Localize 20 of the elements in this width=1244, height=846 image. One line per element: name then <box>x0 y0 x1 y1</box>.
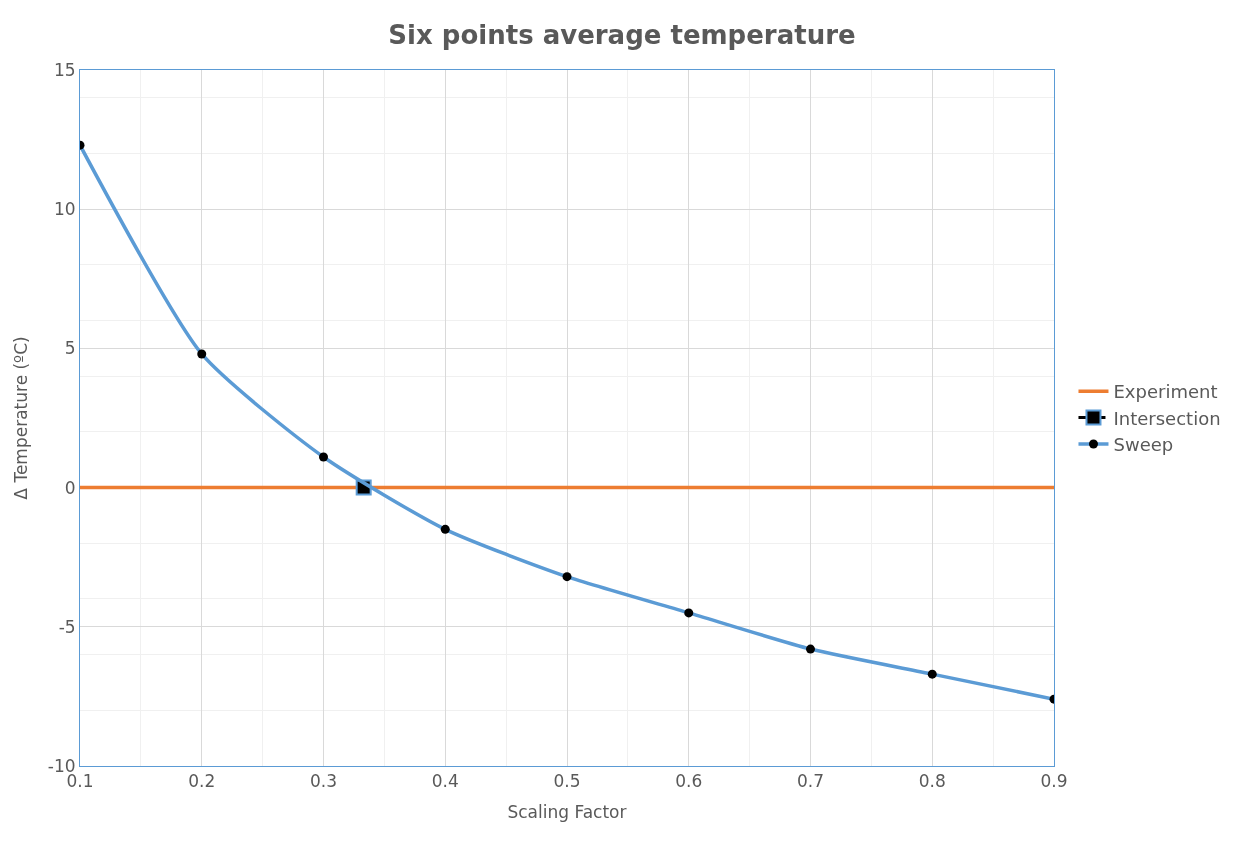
y-axis-title: Δ Temperature (ºC) <box>11 336 32 500</box>
legend-label: Intersection <box>1113 407 1221 429</box>
y-tick-label: 10 <box>53 199 76 220</box>
y-tick-label: -5 <box>58 616 76 637</box>
y-tick-label: 5 <box>64 338 76 359</box>
x-tick-label: 0.9 <box>1040 771 1068 792</box>
x-tick-label: 0.2 <box>188 771 216 792</box>
x-tick-label: 0.1 <box>66 771 94 792</box>
x-axis-title: Scaling Factor <box>507 801 627 822</box>
legend-label: Experiment <box>1113 381 1218 403</box>
legend-label: Sweep <box>1113 434 1174 456</box>
y-tick-label: 0 <box>64 477 76 498</box>
x-tick-label: 0.7 <box>796 771 825 792</box>
x-tick-label: 0.5 <box>553 771 581 792</box>
x-tick-label: 0.8 <box>918 771 946 792</box>
x-tick-label: 0.6 <box>675 771 703 792</box>
y-tick-label: 15 <box>53 59 76 80</box>
x-tick-label: 0.4 <box>431 771 459 792</box>
chart-title: Six points average temperature <box>388 19 856 50</box>
x-tick-label: 0.3 <box>309 771 338 792</box>
